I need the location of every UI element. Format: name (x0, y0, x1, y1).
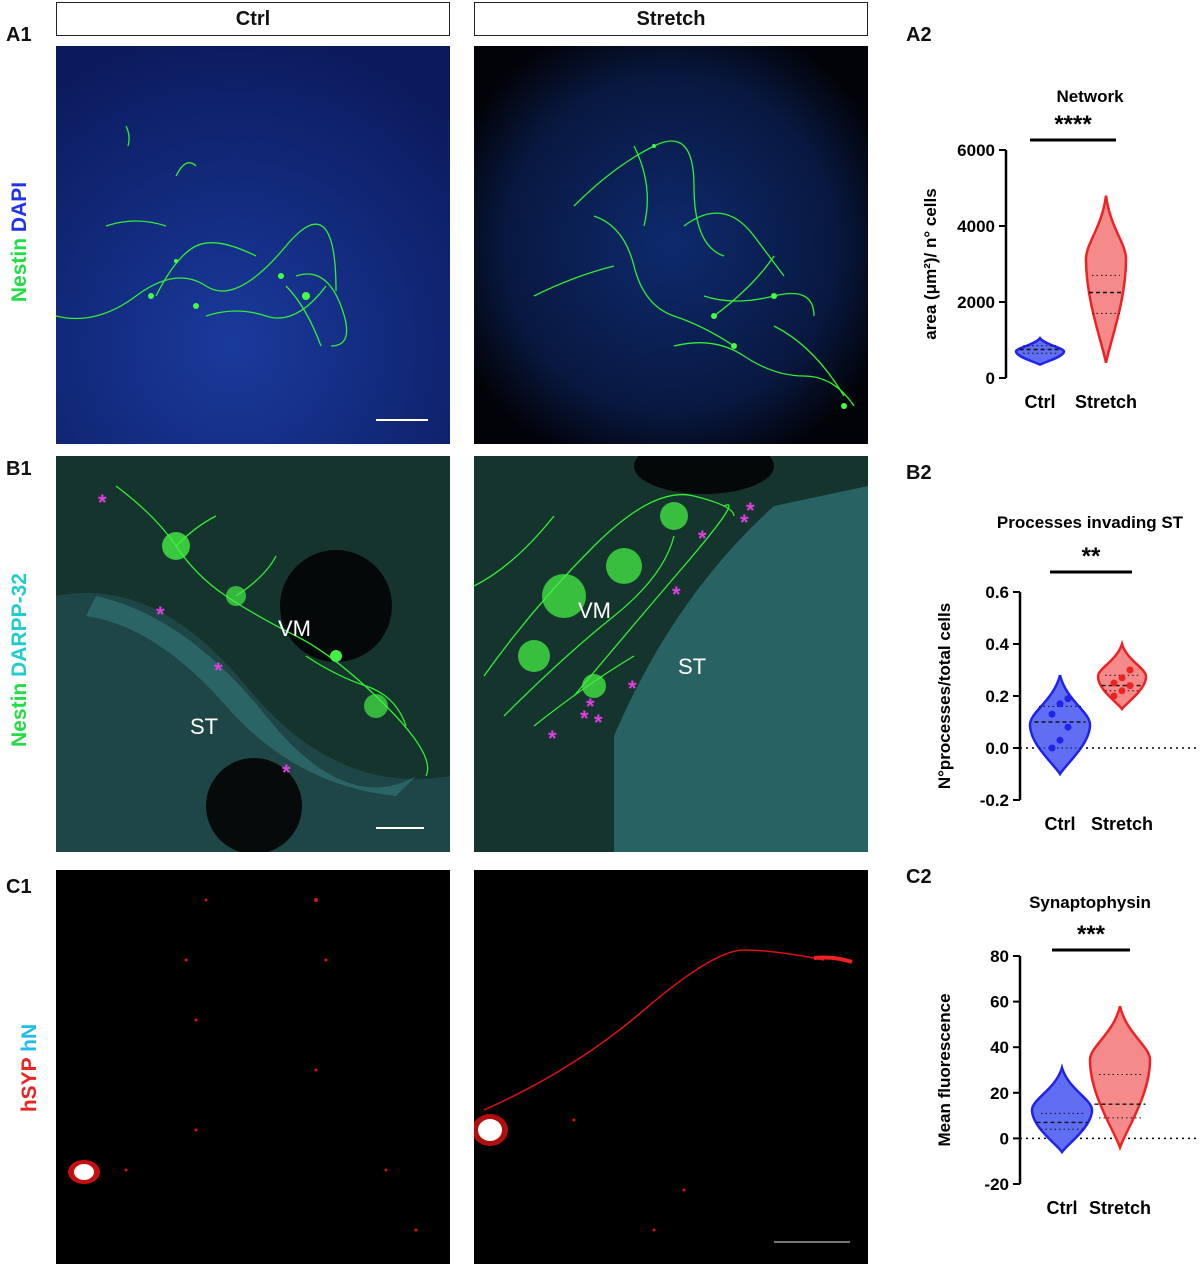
y-tick-label: 6000 (957, 141, 995, 160)
panel-label-b1: B1 (6, 458, 32, 480)
x-tick-label: Ctrl (1047, 1198, 1078, 1218)
chart-title: Network (1056, 87, 1124, 106)
micrograph-b-stretch: VM ST * * * * * * * * * (474, 456, 868, 852)
stain-a-nestin: Nestin (8, 237, 31, 303)
chart-synaptophysin: Synaptophysin -20 0 20 40 60 80 Mean fluorescen… (935, 893, 1198, 1218)
violin-ctrl (1014, 335, 1066, 367)
asterisk-marker: * (698, 526, 707, 551)
x-tick-label: Stretch (1075, 392, 1137, 412)
panel-label-a2: A2 (906, 24, 932, 46)
y-tick-label: 80 (990, 947, 1009, 966)
y-axis-label: area (μm²)/ n° cells (921, 188, 940, 339)
y-tick-label: 4000 (957, 217, 995, 236)
asterisk-marker: * (672, 582, 681, 607)
data-point (1056, 736, 1064, 744)
data-point (1126, 666, 1134, 674)
micrograph-c-stretch (474, 870, 868, 1264)
y-axis-label: Mean fluorescence (935, 993, 954, 1146)
y-tick-label: 0.6 (985, 583, 1009, 602)
asterisk-marker: * (548, 726, 557, 751)
micrograph-a-stretch (474, 46, 868, 444)
data-point (1118, 674, 1126, 682)
x-tick-label: Ctrl (1025, 392, 1056, 412)
significance-label: *** (1077, 921, 1106, 948)
y-tick-label: 2000 (957, 293, 995, 312)
data-point (1064, 723, 1072, 731)
stain-c-hn: hN (18, 1023, 41, 1058)
asterisk-marker: * (628, 676, 637, 701)
significance-label: **** (1054, 111, 1092, 138)
stain-label-b: Nestin DARPP-32 (8, 540, 32, 780)
asterisk-marker: * (740, 510, 749, 535)
region-label-st-stretch: ST (678, 654, 707, 679)
y-tick-label: -0.2 (980, 791, 1009, 810)
violin-ctrl (1030, 1063, 1094, 1155)
panel-label-b2: B2 (906, 462, 932, 484)
asterisk-marker: * (214, 658, 223, 683)
y-tick-label: 0 (1000, 1129, 1009, 1148)
x-tick-label: Stretch (1089, 1198, 1151, 1218)
micrograph-b-ctrl: VM ST * * * * (56, 456, 450, 852)
stain-b-darpp: DARPP-32 (8, 573, 31, 683)
y-axis-label: N°processes/total cells (935, 603, 954, 789)
panel-label-c2: C2 (906, 866, 932, 888)
asterisk-marker: * (98, 490, 107, 515)
region-label-vm-stretch: VM (578, 598, 611, 623)
y-tick-label: 0.2 (985, 687, 1009, 706)
stain-a-dapi: DAPI (8, 181, 31, 238)
asterisk-marker: * (580, 706, 589, 731)
data-point (1056, 700, 1064, 708)
violin-stretch (1088, 1005, 1152, 1152)
asterisk-marker: * (586, 694, 595, 719)
asterisk-marker: * (594, 710, 603, 735)
y-tick-label: 40 (990, 1038, 1009, 1057)
x-tick-label: Stretch (1091, 814, 1153, 834)
y-tick-label: 20 (990, 1084, 1009, 1103)
violin-stretch (1084, 195, 1128, 364)
chart-processes: Processes invading ST -0.2 0.0 0.2 0.4 0.6 N°p… (935, 513, 1198, 834)
panel-label-c1: C1 (6, 876, 32, 898)
column-header-stretch: Stretch (474, 2, 868, 36)
data-point (1064, 695, 1072, 703)
y-tick-label: 60 (990, 993, 1009, 1012)
x-tick-label: Ctrl (1045, 814, 1076, 834)
data-point (1110, 692, 1118, 700)
y-tick-label: -20 (984, 1175, 1009, 1194)
data-point (1126, 682, 1134, 690)
region-label-st-ctrl: ST (190, 714, 219, 739)
stain-b-nestin: Nestin (8, 682, 31, 747)
data-point (1048, 710, 1056, 718)
stain-label-a: Nestin DAPI (8, 142, 32, 342)
micrograph-c-ctrl (56, 870, 450, 1264)
y-tick-label: 0.0 (985, 739, 1009, 758)
significance-label: ** (1082, 543, 1101, 570)
chart-network: Network 0 2000 4000 6000 area (μm²)/ n° cells… (921, 87, 1137, 412)
asterisk-marker: * (282, 760, 291, 785)
data-point (1118, 687, 1126, 695)
violin-ctrl (1028, 674, 1092, 777)
region-label-vm-ctrl: VM (278, 616, 311, 641)
stain-c-hsyp: hSYP (18, 1057, 41, 1113)
panel-label-a1: A1 (6, 24, 32, 46)
asterisk-marker: * (746, 498, 755, 523)
asterisk-marker: * (156, 602, 165, 627)
chart-title: Synaptophysin (1029, 893, 1151, 912)
y-tick-label: 0 (986, 369, 995, 388)
column-header-ctrl: Ctrl (56, 2, 450, 36)
data-point (1048, 744, 1056, 752)
stain-label-c: hSYP hN (18, 1008, 42, 1128)
chart-title: Processes invading ST (997, 513, 1184, 532)
micrograph-a-ctrl (56, 46, 450, 444)
data-point (1110, 679, 1118, 687)
y-tick-label: 0.4 (985, 635, 1009, 654)
